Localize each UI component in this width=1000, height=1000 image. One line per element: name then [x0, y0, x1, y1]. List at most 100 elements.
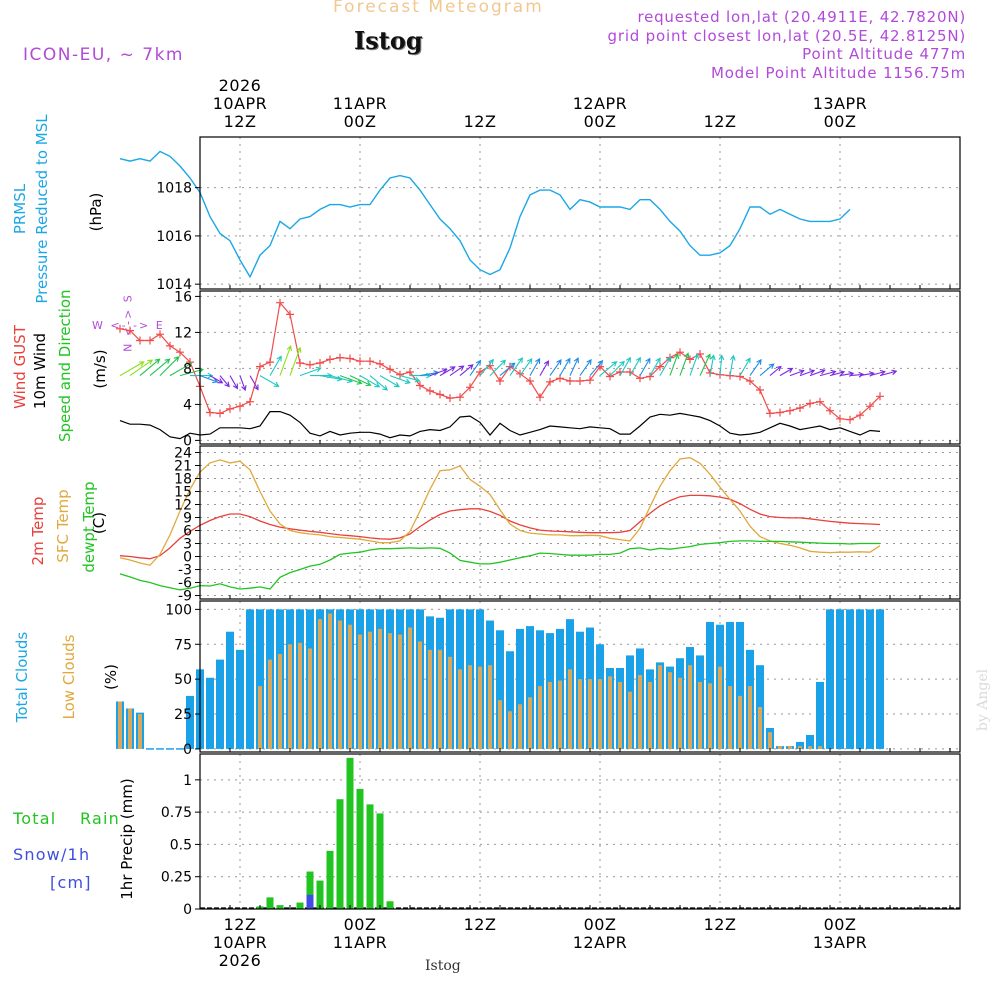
panel-frame: [199, 136, 961, 290]
low-cloud-bar: [708, 683, 712, 749]
total-cloud-bar: [846, 609, 854, 749]
cm-label: [cm]: [50, 873, 92, 892]
low-cloud-bar: [568, 669, 572, 749]
wind-arrow: [249, 375, 259, 391]
y-tick-label: 0.5: [170, 837, 192, 853]
model-altitude: Model Point Altitude 1156.75m: [710, 64, 966, 82]
wind-arrow: [699, 353, 711, 376]
gust-marker: [446, 394, 454, 403]
gust-marker: [416, 381, 424, 390]
wind-arrow: [199, 375, 219, 384]
top-time-label: 00Z: [824, 112, 857, 131]
wind-arrow: [669, 353, 680, 376]
gust-marker: [236, 402, 244, 411]
y-tick-label: 12: [174, 498, 192, 514]
gust-marker: [556, 374, 564, 383]
gust-marker: [806, 399, 814, 408]
top-time-label: 00Z: [344, 112, 377, 131]
low-cloud-bar: [118, 701, 122, 749]
panel-frame: [199, 290, 961, 445]
gust-marker: [796, 404, 804, 412]
total-cloud-bar: [736, 621, 744, 749]
wind-arrow: [489, 359, 507, 376]
gust-marker: [786, 406, 794, 415]
total-cloud-bar: [876, 609, 884, 749]
wind-arrow: [229, 375, 238, 390]
wind-arrow: [779, 367, 794, 377]
dewpt-line: [119, 540, 880, 591]
gust-marker: [246, 397, 254, 406]
gust-marker: [466, 383, 474, 392]
total-cloud-bar: [226, 631, 234, 749]
gust-marker: [326, 355, 334, 364]
bottom-time-label: 12Z: [224, 915, 257, 934]
low-cloud-bar: [758, 707, 762, 749]
gust-marker: [296, 359, 304, 367]
gust-marker: [756, 386, 764, 394]
low-cloud-bar: [598, 679, 602, 749]
wind-arrow: [399, 375, 421, 383]
y-tick-label: 1014: [156, 277, 192, 293]
low-cloud-bar: [298, 642, 302, 749]
wind-arrow: [479, 358, 495, 376]
point-altitude: Point Altitude 477m: [802, 45, 966, 63]
low-cloud-bar: [618, 681, 622, 749]
rain-bar: [336, 799, 344, 909]
wind-arrow: [759, 363, 775, 377]
wind-arrow: [579, 358, 592, 376]
sfc-temp-line: [119, 457, 881, 566]
footer-location: Istog: [425, 958, 461, 974]
gust-marker: [206, 408, 214, 417]
low-cloud-bar: [408, 627, 412, 749]
gust-marker: [166, 341, 174, 350]
gust-marker: [826, 406, 834, 415]
wind-arrow: [589, 359, 604, 376]
top-time-label: 2026: [219, 76, 262, 95]
y-tick-label: -6: [178, 576, 192, 592]
wind-arrow: [259, 375, 280, 387]
gust-marker: [876, 392, 884, 401]
wind-arrow: [729, 354, 736, 376]
y-tick-label: 3: [183, 537, 192, 553]
low-cloud-bar: [348, 624, 352, 749]
top-time-label: 13APR: [813, 94, 868, 113]
low-cloud-bar: [628, 691, 632, 749]
top-time-label: 12Z: [704, 112, 737, 131]
wind-arrow: [459, 364, 474, 377]
gust-marker: [266, 358, 274, 367]
wind-arrow: [819, 369, 837, 377]
total-label: Total: [13, 809, 57, 828]
low-cloud-bar: [268, 659, 272, 749]
wind-arrow: [289, 346, 302, 376]
meteogram-title: Forecast Meteogram: [333, 0, 544, 17]
gust-marker: [856, 411, 864, 420]
bottom-time-label: 11APR: [333, 933, 388, 952]
wind-arrow: [239, 375, 247, 392]
wind-arrow: [519, 357, 533, 376]
wind-arrow: [159, 355, 180, 376]
wind-arrow: [149, 358, 171, 377]
total-cloud-bar: [796, 741, 804, 749]
low-cloud-bar: [518, 704, 522, 749]
y-tick-label: 1: [183, 773, 192, 789]
low-cloud-bar: [138, 714, 142, 749]
wind-arrow: [559, 357, 571, 376]
gridpoint-coords: grid point closest lon,lat (20.5E, 42.81…: [607, 27, 966, 45]
frame-layer: [199, 136, 961, 910]
bottom-time-label: 12APR: [573, 933, 628, 952]
y-tick-label: 15: [174, 485, 192, 501]
low-cloud-bar: [448, 656, 452, 749]
wind-arrow: [739, 357, 751, 376]
wind-arrow: [539, 360, 549, 376]
rain-bar: [346, 757, 354, 909]
wind-arrow: [619, 356, 631, 376]
bottom-time-label: 10APR: [213, 933, 268, 952]
total-cloud-bar: [506, 651, 514, 749]
snow-bar: [306, 894, 314, 909]
gust-marker: [396, 370, 404, 379]
y-tick-label: 0: [183, 902, 192, 918]
gust-marker: [676, 348, 684, 357]
gust-marker: [376, 359, 384, 368]
low-cloud-bar: [258, 686, 262, 749]
wind-arrow: [139, 358, 161, 377]
